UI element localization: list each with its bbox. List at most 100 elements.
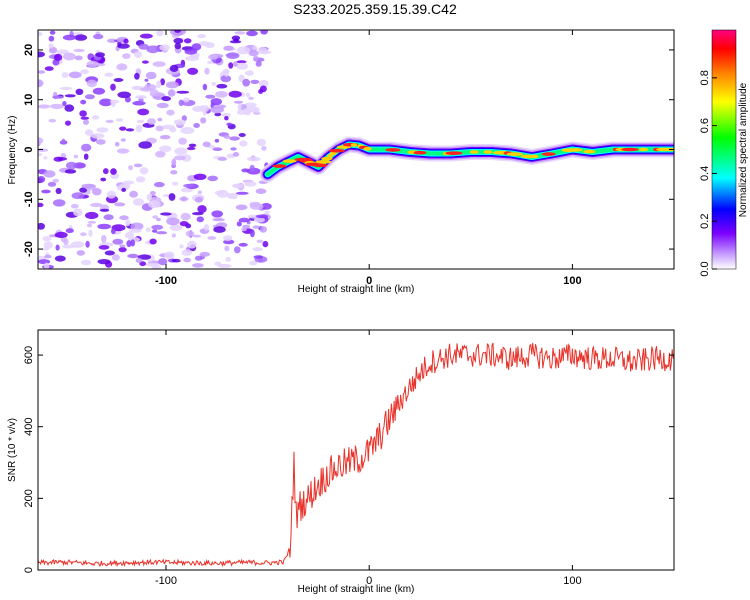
noise-blob [193,123,200,128]
noise-blob [180,187,193,193]
noise-blob [96,127,109,133]
noise-blob [118,247,127,253]
noise-blob [205,94,216,99]
colorbar-label: Normalized spectral amplitude [738,82,749,217]
noise-blob [216,83,228,89]
noise-blob [79,110,87,117]
noise-blob [86,60,99,68]
noise-blob [114,202,126,207]
noise-blob [159,145,172,153]
noise-blob [179,244,184,249]
noise-blob [38,137,44,145]
ridge-peak [483,150,493,154]
noise-blob [135,95,147,100]
noise-blob [122,53,131,59]
noise-blob [191,43,202,51]
noise-blob [214,190,224,195]
noise-blob [179,221,189,227]
noise-blob [80,232,87,237]
noise-blob [73,48,85,53]
bottom-x-tick-label: -100 [155,575,177,587]
noise-blob [169,127,177,133]
noise-blob [122,180,135,185]
noise-blob [178,137,187,145]
noise-blob [256,239,264,243]
noise-blob [225,256,231,262]
noise-blob [151,229,158,233]
noise-blob [139,261,147,267]
noise-blob [43,262,50,269]
ridge-peak [621,147,639,152]
noise-blob [135,257,143,263]
spectrogram-noise [38,30,272,269]
noise-blob [113,78,124,82]
noise-blob [210,98,222,106]
noise-blob [235,191,249,195]
top-x-tick-label: 0 [366,275,372,287]
noise-blob [138,141,152,149]
noise-blob [150,191,156,196]
noise-blob [107,38,118,43]
noise-blob [48,46,58,54]
noise-blob [52,178,59,183]
noise-blob [242,224,251,229]
noise-blob [38,31,43,37]
noise-blob [202,83,208,91]
noise-blob [120,138,126,142]
colorbar-tick-label: 0.8 [699,70,711,85]
noise-blob [136,119,145,124]
noise-blob [65,228,74,234]
noise-blob [179,196,189,202]
noise-blob [97,223,111,230]
noise-blob [220,75,232,83]
ridge-peak [445,151,463,155]
noise-blob [62,101,67,107]
noise-blob [86,79,97,88]
ridge-peak [541,152,556,156]
noise-blob [38,202,44,208]
ridge-peak [315,160,332,164]
noise-blob [238,242,248,247]
noise-blob [236,46,251,55]
snr-series-line [38,342,674,568]
noise-blob [125,128,135,132]
noise-blob [160,212,172,216]
noise-blob [133,163,143,168]
noise-blob [92,115,100,120]
noise-blob [183,97,190,103]
noise-blob [80,116,90,120]
noise-blob [157,117,163,122]
noise-blob [194,196,203,203]
noise-blob [116,63,128,71]
top-y-tick-label: -20 [23,241,35,257]
noise-blob [54,231,68,238]
noise-blob [165,81,179,89]
noise-blob [253,255,263,259]
noise-blob [64,94,76,98]
noise-blob [156,231,168,235]
noise-blob [235,204,248,211]
noise-blob [155,150,166,158]
noise-blob [103,168,109,175]
ridge-peak [329,148,345,153]
noise-blob [200,117,207,124]
noise-blob [146,45,160,54]
noise-blob [123,38,129,44]
noise-blob [80,69,89,74]
noise-blob [226,122,233,126]
noise-blob [255,214,269,219]
noise-blob [135,124,143,133]
noise-blob [104,250,115,256]
noise-blob [255,61,262,67]
noise-blob [121,187,127,192]
noise-blob [192,234,202,238]
noise-blob [149,89,159,98]
noise-blob [79,187,88,193]
noise-blob [203,224,209,231]
noise-blob [147,118,156,125]
bottom-y-tick-label: 600 [23,346,35,364]
noise-blob [85,211,99,220]
noise-blob [153,181,165,188]
noise-blob [95,139,106,145]
